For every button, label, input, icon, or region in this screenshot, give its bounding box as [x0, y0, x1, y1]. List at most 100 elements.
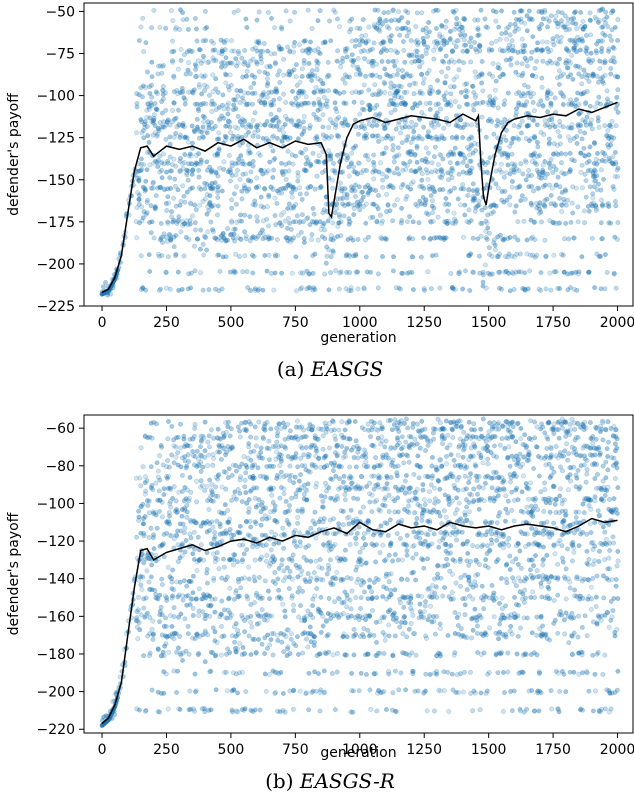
scatter-point [299, 73, 305, 79]
scatter-point [262, 102, 268, 108]
scatter-point [388, 80, 394, 86]
scatter-point [250, 270, 256, 276]
scatter-point [173, 498, 179, 504]
scatter-point [200, 287, 206, 293]
scatter-point [268, 102, 274, 108]
scatter-point [165, 436, 171, 442]
scatter-point [142, 188, 148, 194]
scatter-point [586, 158, 592, 164]
scatter-point [163, 641, 169, 647]
scatter-point [517, 122, 523, 128]
scatter-point [531, 219, 537, 225]
scatter-point [262, 671, 268, 677]
scatter-point [235, 559, 240, 565]
scatter-point [264, 204, 270, 210]
scatter-point [265, 588, 271, 594]
scatter-point [285, 182, 291, 188]
scatter-point [594, 50, 600, 56]
scatter-point [536, 185, 542, 191]
scatter-point [238, 236, 244, 242]
scatter-point [277, 220, 283, 226]
scatter-point [146, 534, 152, 540]
scatter-point [406, 124, 412, 130]
scatter-point [516, 136, 522, 142]
scatter-point [560, 102, 566, 107]
scatter-point [412, 169, 418, 175]
scatter-point [173, 26, 179, 32]
scatter-point [289, 576, 295, 582]
scatter-point [136, 92, 142, 98]
scatter-point [424, 159, 430, 165]
scatter-point [427, 107, 433, 112]
scatter-point [544, 39, 550, 45]
scatter-point [312, 135, 318, 141]
scatter-point [184, 514, 190, 520]
scatter-point [454, 16, 460, 21]
scatter-point [220, 231, 226, 237]
scatter-point [606, 46, 612, 52]
scatter-point [180, 121, 186, 127]
scatter-point [365, 627, 371, 633]
scatter-point [348, 26, 354, 32]
scatter-point [195, 236, 201, 242]
scatter-point [258, 48, 264, 54]
scatter-point [400, 270, 406, 276]
scatter-point [272, 51, 278, 57]
scatter-point [314, 577, 320, 583]
scatter-point [607, 33, 613, 39]
scatter-point [216, 50, 222, 56]
scatter-point [524, 99, 530, 105]
scatter-point [431, 154, 437, 160]
scatter-point [374, 639, 379, 645]
scatter-point [149, 103, 155, 108]
scatter-point [248, 421, 254, 427]
scatter-point [377, 463, 383, 469]
x-tick-label: 1250 [406, 315, 442, 331]
scatter-point [425, 150, 431, 156]
scatter-point [400, 182, 406, 187]
scatter-point [278, 46, 284, 52]
scatter-point [207, 199, 213, 205]
scatter-point [171, 614, 177, 620]
scatter-point [310, 206, 316, 211]
scatter-point [297, 42, 302, 48]
scatter-point [212, 653, 218, 659]
scatter-point [219, 60, 225, 66]
scatter-point [553, 269, 559, 275]
scatter-point [333, 268, 339, 273]
scatter-point [155, 126, 161, 131]
scatter-point [208, 707, 214, 713]
panel-a: 0 250 500 750 1000 1250 1500 1750 2000 −225−200−… [6, 2, 634, 381]
scatter-point [275, 188, 280, 194]
scatter-point [476, 198, 482, 204]
scatter-point [304, 191, 310, 197]
scatter-point [225, 119, 231, 124]
scatter-point [381, 615, 387, 621]
scatter-point [217, 449, 222, 455]
scatter-point [604, 88, 610, 94]
scatter-point [306, 285, 312, 290]
scatter-point [501, 48, 507, 54]
scatter-point [306, 707, 312, 713]
scatter-point [287, 18, 293, 24]
scatter-point [170, 219, 176, 225]
scatter-point [259, 595, 265, 601]
scatter-point [157, 709, 163, 715]
scatter-point [553, 167, 559, 172]
scatter-point [138, 287, 144, 292]
scatter-point [216, 472, 222, 478]
scatter-point [497, 66, 503, 71]
scatter-point [290, 88, 295, 94]
scatter-point [138, 253, 144, 259]
scatter-point [509, 178, 515, 184]
scatter-point [385, 59, 391, 65]
scatter-point [320, 170, 325, 176]
scatter-point [357, 207, 363, 213]
scatter-point [169, 576, 175, 582]
scatter-point [159, 70, 165, 76]
scatter-point [342, 557, 348, 563]
scatter-point [277, 186, 283, 192]
scatter-point [520, 171, 526, 177]
scatter-point [326, 562, 331, 568]
scatter-point [314, 220, 319, 225]
